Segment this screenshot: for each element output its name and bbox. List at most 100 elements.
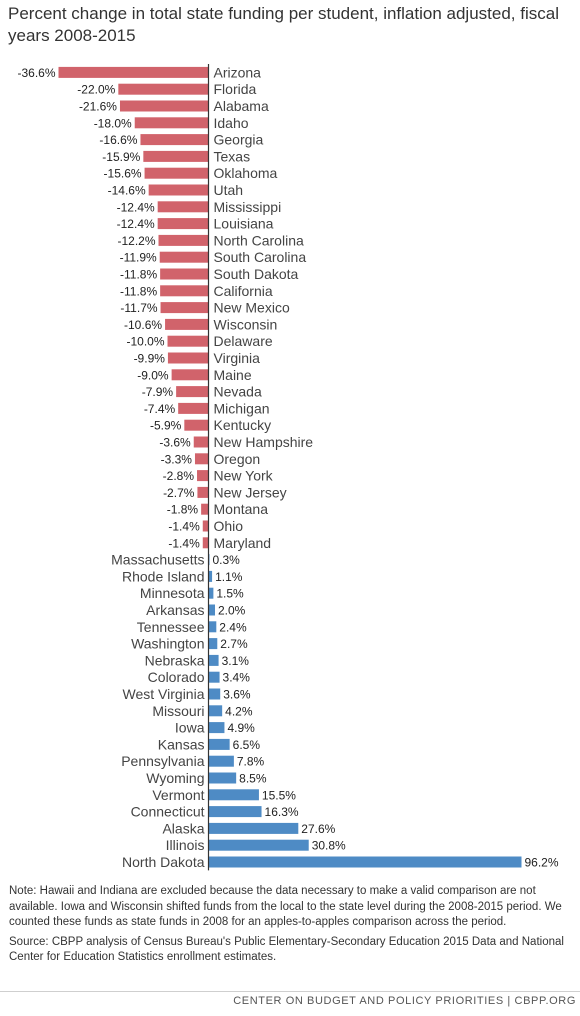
footer-credit: CENTER ON BUDGET AND POLICY PRIORITIES |… <box>233 995 576 1007</box>
category-label: Tennessee <box>137 619 205 635</box>
category-label: New York <box>214 468 274 484</box>
value-label: -11.8% <box>120 268 157 282</box>
value-label: 4.9% <box>227 721 255 735</box>
value-label: -2.8% <box>163 469 195 483</box>
bar <box>184 419 209 431</box>
category-label: Florida <box>214 81 257 97</box>
category-label: Alabama <box>214 98 269 114</box>
category-label: Kentucky <box>214 417 272 433</box>
value-label: -12.4% <box>117 200 155 214</box>
bar <box>160 268 209 280</box>
bar <box>208 570 213 582</box>
category-label: Nevada <box>214 384 262 400</box>
category-label: Missouri <box>152 703 204 719</box>
bar <box>208 822 299 834</box>
bar <box>208 654 219 666</box>
category-label: Montana <box>214 501 269 517</box>
bar <box>160 302 209 314</box>
value-label: -14.6% <box>108 184 146 198</box>
value-label: -3.6% <box>159 436 191 450</box>
bar <box>194 453 209 465</box>
category-label: Vermont <box>152 787 204 803</box>
bar <box>208 856 522 868</box>
category-label: Utah <box>214 182 244 198</box>
value-label: 3.4% <box>223 671 251 685</box>
value-label: -16.6% <box>99 133 137 147</box>
category-label: Iowa <box>175 720 205 736</box>
value-label: 15.5% <box>262 788 296 802</box>
bar <box>158 234 209 246</box>
value-label: 7.8% <box>237 755 265 769</box>
bar <box>119 100 209 112</box>
bar <box>167 335 209 347</box>
category-label: West Virginia <box>123 686 205 702</box>
category-label: Rhode Island <box>122 568 205 584</box>
bar <box>140 134 209 146</box>
bar <box>208 772 237 784</box>
category-label: New Mexico <box>214 300 290 316</box>
bar <box>58 66 209 78</box>
value-label: 27.6% <box>301 822 335 836</box>
category-label: Texas <box>214 148 251 164</box>
value-label: -1.8% <box>167 503 199 517</box>
category-label: Nebraska <box>145 652 205 668</box>
value-label: 2.7% <box>220 637 248 651</box>
bar <box>208 789 259 801</box>
bar <box>160 285 209 297</box>
bar <box>208 755 234 767</box>
bar <box>208 839 309 851</box>
value-label: -3.3% <box>161 452 193 466</box>
bar <box>208 604 216 616</box>
category-label: Kansas <box>158 736 205 752</box>
category-label: Delaware <box>214 333 273 349</box>
value-label: -21.6% <box>79 100 117 114</box>
bar <box>197 470 209 482</box>
bar <box>208 587 214 599</box>
value-label: -7.4% <box>144 402 176 416</box>
bar <box>167 352 209 364</box>
value-label: 3.6% <box>223 688 251 702</box>
value-label: -12.2% <box>117 234 155 248</box>
bar <box>208 621 217 633</box>
category-label: Virginia <box>214 350 261 366</box>
category-label: New Hampshire <box>214 434 314 450</box>
footer-divider <box>0 991 580 992</box>
category-label: Arizona <box>214 64 262 80</box>
value-label: -11.7% <box>120 301 157 315</box>
value-label: -7.9% <box>142 385 174 399</box>
value-label: 2.4% <box>219 620 247 634</box>
category-label: Idaho <box>214 115 249 131</box>
category-label: Louisiana <box>214 216 274 232</box>
bar <box>201 503 209 515</box>
category-label: Maryland <box>214 535 272 551</box>
category-label: Minnesota <box>140 585 205 601</box>
value-label: 2.0% <box>218 604 246 618</box>
category-label: North Carolina <box>214 232 304 248</box>
value-label: 16.3% <box>265 805 299 819</box>
bar <box>208 722 225 734</box>
value-label: -15.9% <box>102 150 140 164</box>
value-label: -11.9% <box>120 251 157 265</box>
value-label: -18.0% <box>94 116 132 130</box>
bar <box>148 184 209 196</box>
bar <box>143 150 209 162</box>
category-label: Ohio <box>214 518 244 534</box>
bar <box>193 436 209 448</box>
value-label: 8.5% <box>239 772 267 786</box>
category-label: Mississippi <box>214 199 282 215</box>
bar <box>134 117 209 129</box>
value-label: 30.8% <box>312 839 346 853</box>
bar <box>208 738 230 750</box>
value-label: 1.1% <box>215 570 243 584</box>
value-label: -5.9% <box>150 419 182 433</box>
bar <box>165 318 209 330</box>
value-label: -10.6% <box>124 318 162 332</box>
category-label: New Jersey <box>214 484 287 500</box>
category-label: Pennsylvania <box>121 753 204 769</box>
bar <box>208 671 220 683</box>
category-label: Wyoming <box>146 770 204 786</box>
category-label: Massachusetts <box>111 552 204 568</box>
category-label: Michigan <box>214 400 270 416</box>
category-label: California <box>214 283 273 299</box>
category-label: Georgia <box>214 132 264 148</box>
